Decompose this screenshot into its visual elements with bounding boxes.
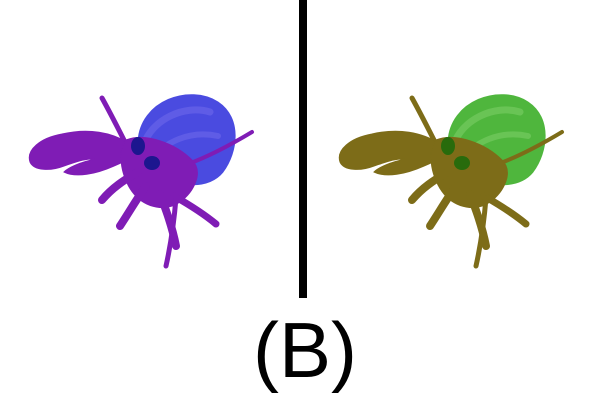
right-crab-leg-5	[473, 195, 489, 269]
left-crab-shell-stripe-1	[140, 106, 214, 148]
right-hermit-crab-illustration	[338, 94, 564, 269]
left-crab-big-claw	[28, 130, 137, 176]
right-crab-eye-2	[454, 156, 470, 170]
panel-divider	[299, 0, 307, 298]
right-crab-eye-1	[441, 137, 455, 155]
left-crab-leg-2	[116, 182, 150, 230]
left-crab-leg-5	[163, 195, 179, 269]
right-crab-leg-2	[426, 182, 460, 230]
right-crab-shell-stripe-1	[450, 106, 524, 148]
left-hermit-crab-illustration	[28, 94, 254, 269]
left-crab-eye-1	[131, 137, 145, 155]
left-crab-eye-2	[144, 156, 160, 170]
right-crab-leg-3	[466, 190, 490, 250]
left-crab-panel	[20, 60, 270, 280]
right-crab-panel	[330, 60, 580, 280]
right-crab-leg-4	[480, 192, 530, 228]
left-crab-leg-4	[170, 192, 220, 228]
right-crab-leg-1	[408, 168, 452, 204]
right-crab-big-claw	[338, 130, 447, 176]
left-crab-leg-1	[98, 168, 142, 204]
figure-caption: (B)	[253, 306, 357, 394]
left-crab-leg-3	[156, 190, 180, 250]
